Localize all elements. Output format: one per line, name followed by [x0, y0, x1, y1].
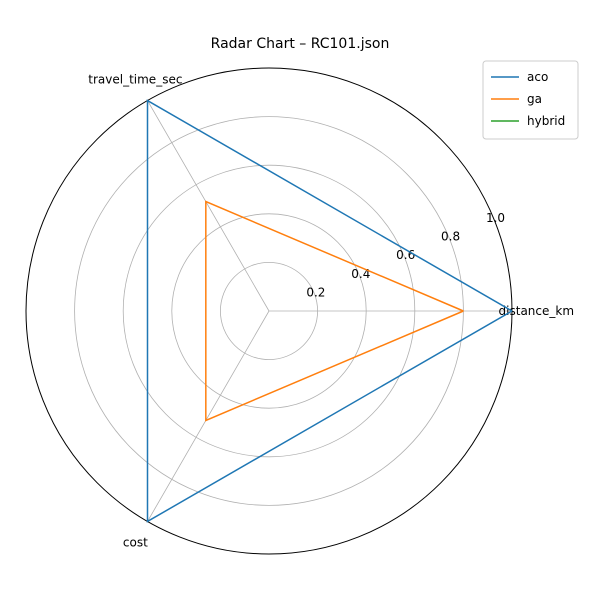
r-tick-label: 0.2	[306, 285, 325, 299]
axis-label-cost: cost	[123, 535, 148, 549]
legend: aco ga hybrid	[482, 60, 579, 140]
r-tick-label: 0.8	[441, 230, 460, 244]
radar-spokes	[147, 100, 512, 522]
series-line-aco	[146, 99, 513, 523]
r-tick-label: 1.0	[486, 211, 505, 225]
legend-label-ga: ga	[527, 92, 542, 106]
axis-label-distance_km: distance_km	[499, 304, 575, 318]
legend-frame	[482, 60, 579, 140]
series-line-ga	[205, 200, 464, 422]
series-lines	[146, 99, 513, 523]
spoke-travel_time_sec	[147, 100, 270, 312]
chart-title: Radar Chart – RC101.json	[211, 36, 390, 52]
spoke-cost	[147, 310, 270, 522]
axis-label-travel_time_sec: travel_time_sec	[88, 73, 182, 87]
legend-label-hybrid: hybrid	[527, 114, 565, 128]
radial-tick-labels: 0.20.40.60.81.0	[306, 211, 505, 299]
legend-label-aco: aco	[527, 70, 548, 84]
r-tick-label: 0.4	[351, 267, 370, 281]
